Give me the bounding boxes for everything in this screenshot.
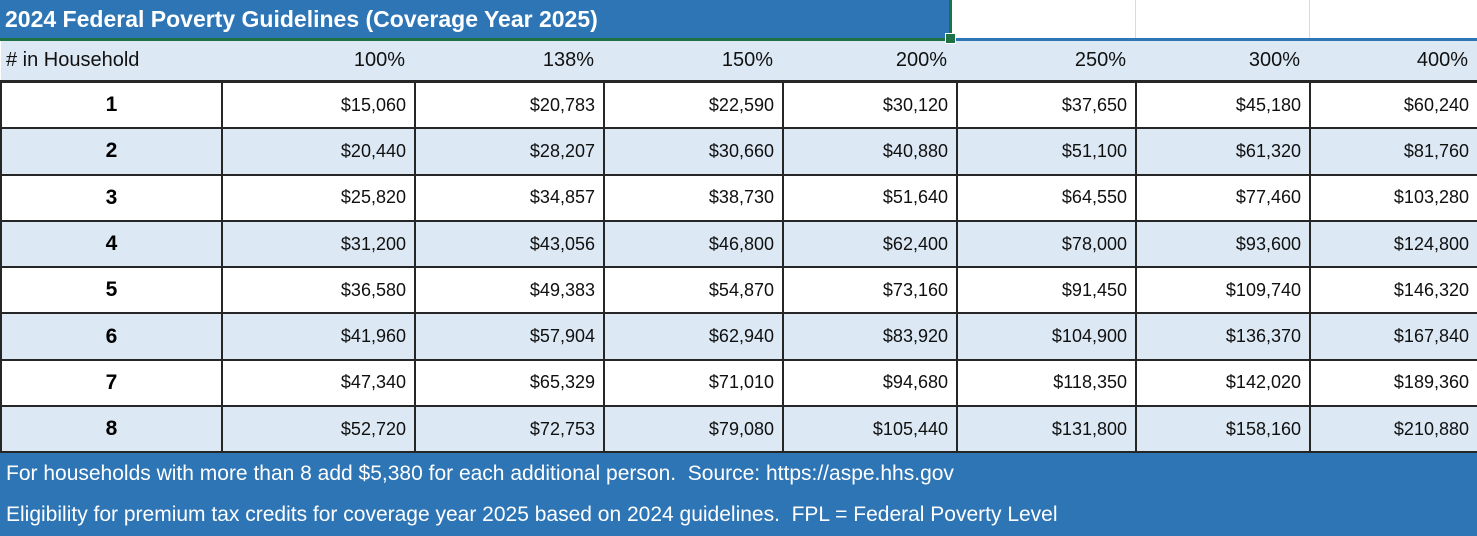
income-value-cell[interactable]: $64,550: [956, 173, 1137, 222]
income-value-cell[interactable]: $20,440: [221, 127, 416, 176]
income-value-cell[interactable]: $103,280: [1309, 173, 1477, 222]
title-cell-selected[interactable]: 2024 Federal Poverty Guidelines (Coverag…: [0, 0, 952, 41]
income-value-cell[interactable]: $142,020: [1135, 358, 1311, 408]
fill-handle[interactable]: [945, 33, 956, 44]
income-value-cell[interactable]: $22,590: [603, 80, 784, 130]
household-size-cell[interactable]: 4: [0, 219, 223, 269]
household-size-cell[interactable]: 2: [0, 127, 223, 176]
income-value-cell[interactable]: $49,383: [414, 266, 605, 315]
income-value-cell[interactable]: $79,080: [603, 405, 784, 454]
income-value-cell[interactable]: $15,060: [221, 80, 416, 130]
income-value-cell[interactable]: $91,450: [956, 266, 1137, 315]
income-value-cell[interactable]: $30,120: [782, 80, 958, 130]
income-value-cell[interactable]: $94,680: [782, 358, 958, 408]
income-value-cell[interactable]: $52,720: [221, 405, 416, 454]
income-value-cell[interactable]: $38,730: [603, 173, 784, 222]
income-value-cell[interactable]: $45,180: [1135, 80, 1311, 130]
household-header-cell[interactable]: # in Household: [1, 41, 222, 83]
table-body: 1 $15,060 $20,783 $22,590 $30,120 $37,650 $45,…: [0, 80, 1477, 454]
income-value-cell[interactable]: $73,160: [782, 266, 958, 315]
income-value-cell[interactable]: $93,600: [1135, 219, 1311, 269]
income-value-cell[interactable]: $124,800: [1309, 219, 1477, 269]
income-value-cell[interactable]: $61,320: [1135, 127, 1311, 176]
household-size-cell[interactable]: 1: [0, 80, 223, 130]
table-row: 2 $20,440 $28,207 $30,660 $40,880 $51,100 $61,…: [0, 127, 1477, 176]
fpl-percent-header-cell[interactable]: 150%: [604, 41, 783, 83]
table-row: 8 $52,720 $72,753 $79,080 $105,440 $131,800 $1…: [0, 405, 1477, 454]
income-value-cell[interactable]: $136,370: [1135, 312, 1311, 361]
household-size-cell[interactable]: 5: [0, 266, 223, 315]
income-value-cell[interactable]: $210,880: [1309, 405, 1477, 454]
top-strip: 2024 Federal Poverty Guidelines (Coverag…: [0, 0, 1477, 44]
household-size-cell[interactable]: 8: [0, 405, 223, 454]
income-value-cell[interactable]: $47,340: [221, 358, 416, 408]
income-value-cell[interactable]: $158,160: [1135, 405, 1311, 454]
fpl-percent-header-cell[interactable]: 100%: [222, 41, 415, 83]
income-value-cell[interactable]: $25,820: [221, 173, 416, 222]
fpl-percent-header-cell[interactable]: 400%: [1310, 41, 1477, 83]
income-value-cell[interactable]: $51,640: [782, 173, 958, 222]
table-row: 3 $25,820 $34,857 $38,730 $51,640 $64,550 $77,…: [0, 173, 1477, 222]
income-value-cell[interactable]: $62,940: [603, 312, 784, 361]
income-value-cell[interactable]: $34,857: [414, 173, 605, 222]
sheet-title: 2024 Federal Poverty Guidelines (Coverag…: [5, 6, 598, 32]
income-value-cell[interactable]: $72,753: [414, 405, 605, 454]
income-value-cell[interactable]: $118,350: [956, 358, 1137, 408]
income-value-cell[interactable]: $104,900: [956, 312, 1137, 361]
income-value-cell[interactable]: $46,800: [603, 219, 784, 269]
income-value-cell[interactable]: $109,740: [1135, 266, 1311, 315]
footer-note-1[interactable]: For households with more than 8 add $5,3…: [6, 462, 954, 486]
income-value-cell[interactable]: $65,329: [414, 358, 605, 408]
income-value-cell[interactable]: $36,580: [221, 266, 416, 315]
income-value-cell[interactable]: $146,320: [1309, 266, 1477, 315]
income-value-cell[interactable]: $54,870: [603, 266, 784, 315]
header-row: # in Household 100% 138% 150% 200% 250% 300% 4…: [1, 41, 1477, 83]
income-value-cell[interactable]: $37,650: [956, 80, 1137, 130]
income-value-cell[interactable]: $28,207: [414, 127, 605, 176]
income-value-cell[interactable]: $131,800: [956, 405, 1137, 454]
income-value-cell[interactable]: $81,760: [1309, 127, 1477, 176]
income-value-cell[interactable]: $71,010: [603, 358, 784, 408]
footer-notes: For households with more than 8 add $5,3…: [0, 453, 1477, 536]
income-value-cell[interactable]: $41,960: [221, 312, 416, 361]
table-row: 1 $15,060 $20,783 $22,590 $30,120 $37,650 $45,…: [0, 80, 1477, 130]
fpl-percent-header-cell[interactable]: 300%: [1136, 41, 1310, 83]
footer-note-2[interactable]: Eligibility for premium tax credits for …: [6, 503, 1058, 527]
table-row: 5 $36,580 $49,383 $54,870 $73,160 $91,450 $109…: [0, 266, 1477, 315]
income-value-cell[interactable]: $62,400: [782, 219, 958, 269]
income-value-cell[interactable]: $77,460: [1135, 173, 1311, 222]
income-value-cell[interactable]: $30,660: [603, 127, 784, 176]
fpl-percent-header-cell[interactable]: 200%: [783, 41, 957, 83]
income-value-cell[interactable]: $105,440: [782, 405, 958, 454]
fpl-percent-header-cell[interactable]: 138%: [415, 41, 604, 83]
table-row: 4 $31,200 $43,056 $46,800 $62,400 $78,000 $93,…: [0, 219, 1477, 269]
income-value-cell[interactable]: $20,783: [414, 80, 605, 130]
table-row: 6 $41,960 $57,904 $62,940 $83,920 $104,900 $13…: [0, 312, 1477, 361]
fpl-percent-header-cell[interactable]: 250%: [957, 41, 1136, 83]
income-value-cell[interactable]: $40,880: [782, 127, 958, 176]
column-gridline: [1309, 0, 1310, 38]
household-size-cell[interactable]: 6: [0, 312, 223, 361]
income-value-cell[interactable]: $167,840: [1309, 312, 1477, 361]
income-value-cell[interactable]: $51,100: [956, 127, 1137, 176]
income-value-cell[interactable]: $78,000: [956, 219, 1137, 269]
income-value-cell[interactable]: $43,056: [414, 219, 605, 269]
empty-cells-region[interactable]: [952, 0, 1477, 41]
income-value-cell[interactable]: $189,360: [1309, 358, 1477, 408]
income-value-cell[interactable]: $60,240: [1309, 80, 1477, 130]
income-value-cell[interactable]: $57,904: [414, 312, 605, 361]
table-row: 7 $47,340 $65,329 $71,010 $94,680 $118,350 $14…: [0, 358, 1477, 408]
household-size-cell[interactable]: 7: [0, 358, 223, 408]
fpl-table: # in Household 100% 138% 150% 200% 250% 300% 4…: [0, 41, 1477, 454]
column-gridline: [1135, 0, 1136, 38]
income-value-cell[interactable]: $83,920: [782, 312, 958, 361]
household-size-cell[interactable]: 3: [0, 173, 223, 222]
income-value-cell[interactable]: $31,200: [221, 219, 416, 269]
